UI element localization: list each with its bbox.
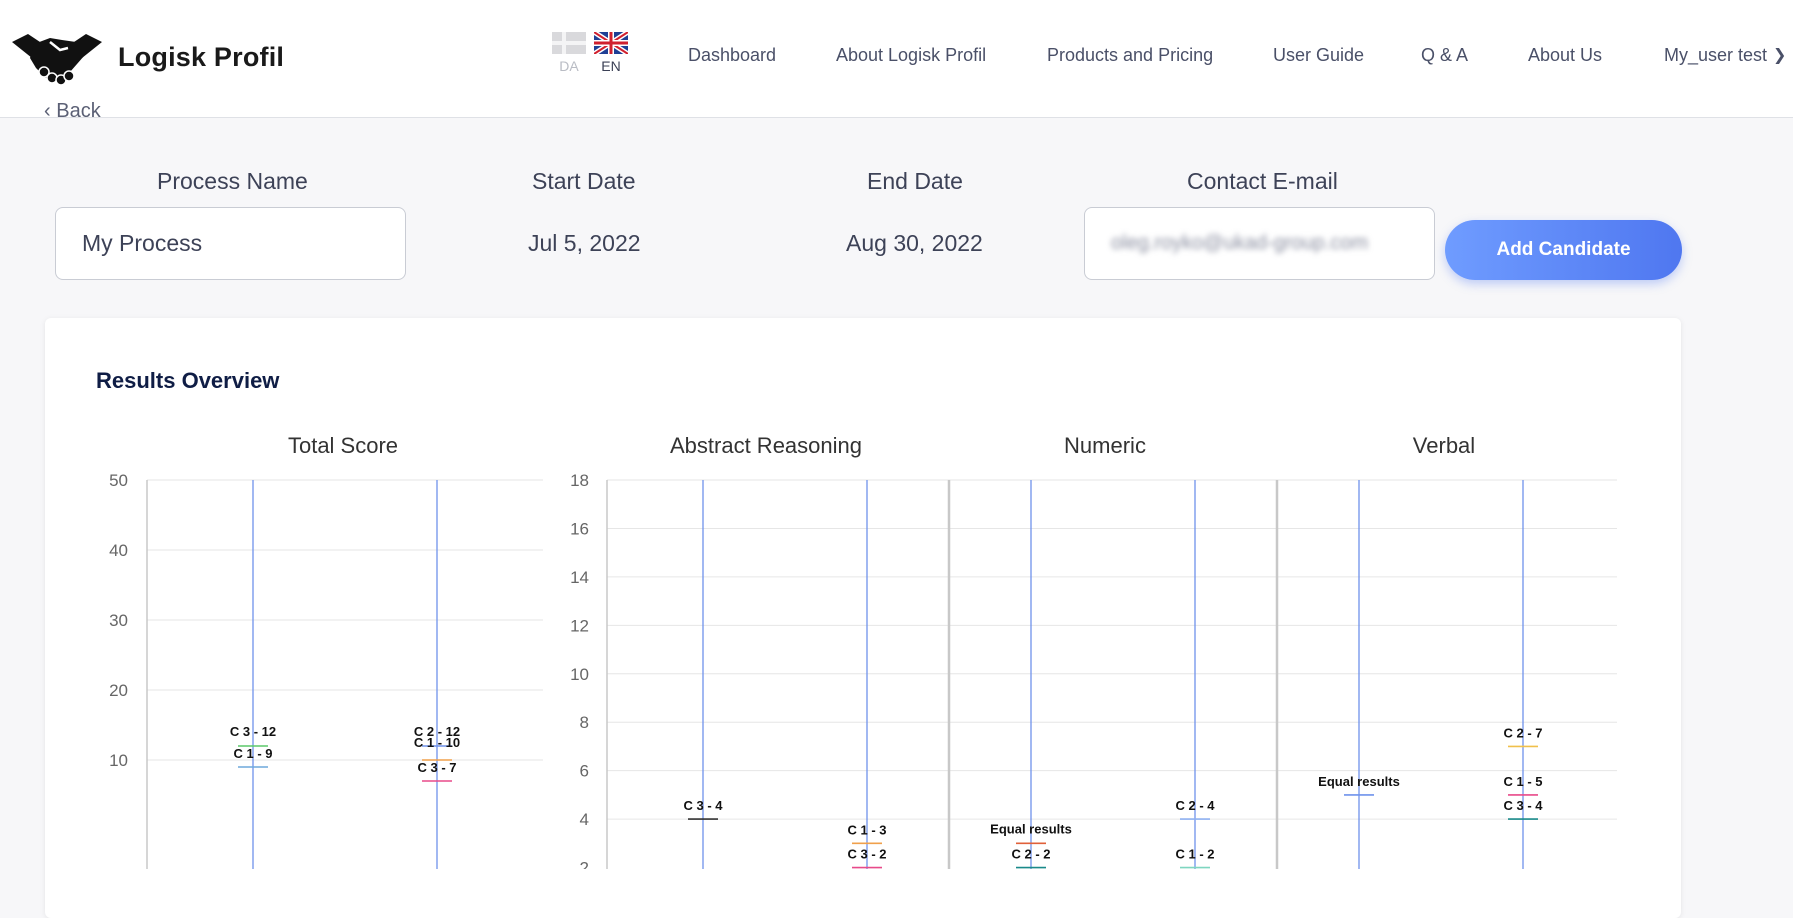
data-label: C 1 - 3 — [847, 822, 886, 837]
y-tick-label: 40 — [109, 541, 128, 560]
data-label: C 2 - 4 — [1175, 798, 1215, 813]
chevron-down-icon: ❯ — [1773, 47, 1787, 64]
add-candidate-button[interactable]: Add Candidate — [1445, 220, 1682, 280]
y-tick-label: 10 — [109, 751, 128, 770]
y-tick-label: 50 — [109, 471, 128, 490]
language-code-en: EN — [601, 58, 621, 74]
process-name-value: My Process — [82, 230, 203, 256]
y-tick-label: 8 — [580, 713, 589, 732]
denmark-flag-icon — [552, 32, 586, 54]
y-tick-label: 18 — [570, 471, 589, 490]
results-card — [45, 318, 1681, 918]
data-label: C 3 - 4 — [683, 798, 723, 813]
data-label: C 1 - 10 — [414, 735, 460, 750]
end-date-value: Aug 30, 2022 — [846, 230, 983, 256]
logo[interactable]: Logisk Profil — [10, 28, 284, 86]
uk-flag-icon — [594, 32, 628, 54]
data-label: Equal results — [990, 821, 1072, 836]
end-date-label: End Date — [867, 168, 963, 194]
nav-products-and-pricing[interactable]: Products and Pricing — [1047, 45, 1214, 65]
data-label: C 1 - 5 — [1503, 774, 1542, 789]
data-label: C 1 - 2 — [1175, 847, 1214, 862]
y-tick-label: 14 — [570, 568, 589, 587]
y-tick-label: 12 — [570, 616, 589, 635]
data-label: Equal results — [1318, 774, 1400, 789]
data-label: C 3 - 12 — [230, 724, 276, 739]
process-name-label: Process Name — [157, 168, 308, 194]
results-charts: Total Score 10 20 30 40 50 C 3 - 12 C 1 - 9 C 2 … — [109, 433, 1617, 869]
data-label: C 3 - 7 — [417, 760, 456, 775]
nav-user-guide[interactable]: User Guide — [1273, 45, 1365, 65]
y-tick-label: 30 — [109, 611, 128, 630]
results-overview-title: Results Overview — [96, 368, 280, 393]
contact-email-value: oleg.royko@ukad-group.com — [1111, 232, 1369, 254]
data-label: C 1 - 9 — [233, 746, 272, 761]
app-name: Logisk Profil — [118, 41, 285, 72]
language-da[interactable]: DA — [549, 32, 589, 74]
y-tick-label: 6 — [580, 762, 589, 781]
process-name-input[interactable]: My Process — [55, 207, 406, 280]
panel-title: Verbal — [1413, 433, 1475, 458]
data-label: C 2 - 12 — [414, 724, 460, 739]
nav-about-us[interactable]: About Us — [1528, 45, 1603, 65]
start-date-label: Start Date — [532, 168, 636, 194]
chart-title: Total Score — [288, 433, 398, 458]
nav-about-logisk-profil[interactable]: About Logisk Profil — [836, 45, 987, 65]
chevron-left-icon: ‹ — [44, 100, 51, 122]
start-date-value: Jul 5, 2022 — [528, 230, 641, 256]
user-name: My_user test — [1664, 45, 1768, 65]
handshake-icon — [12, 34, 102, 86]
data-label: C 3 - 4 — [1503, 798, 1543, 813]
contact-email-input[interactable]: oleg.royko@ukad-group.com — [1084, 207, 1435, 280]
nav-q-and-a[interactable]: Q & A — [1421, 45, 1469, 65]
y-tick-label: 4 — [580, 810, 589, 829]
language-en[interactable]: EN — [591, 32, 631, 74]
y-tick-label: 10 — [570, 665, 589, 684]
nav-dashboard[interactable]: Dashboard — [688, 45, 777, 65]
top-header: Logisk Profil DA EN Dashboard About Logi… — [0, 0, 1793, 118]
panel-title: Abstract Reasoning — [670, 433, 862, 458]
y-tick-label: 16 — [570, 519, 589, 538]
y-tick-label: 20 — [109, 681, 128, 700]
data-label: C 2 - 2 — [1011, 847, 1050, 862]
contact-email-label: Contact E-mail — [1187, 168, 1338, 194]
data-label: C 3 - 2 — [847, 847, 886, 862]
panel-title: Numeric — [1064, 433, 1146, 458]
language-code-da: DA — [559, 58, 579, 74]
y-tick-label: 2 — [580, 859, 589, 869]
back-label: Back — [56, 100, 101, 122]
data-label: C 2 - 7 — [1503, 725, 1542, 740]
user-menu[interactable]: My_user test ❯ — [1664, 45, 1786, 66]
back-link[interactable]: ‹ Back — [44, 100, 101, 122]
